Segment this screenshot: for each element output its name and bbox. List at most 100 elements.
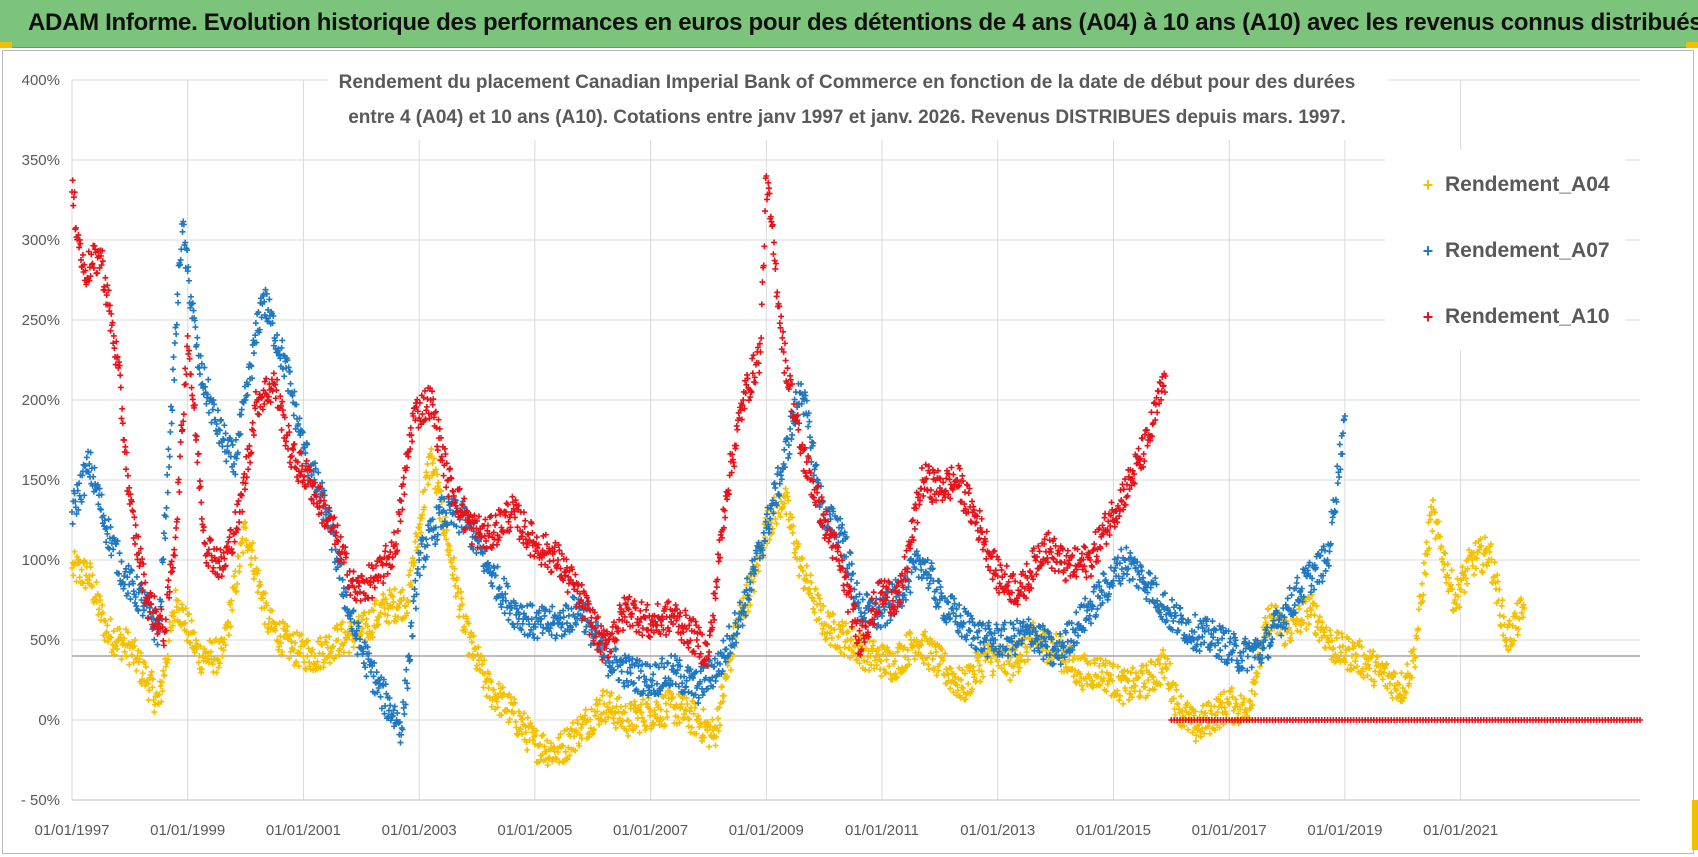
series-rendement-a04-point	[405, 572, 412, 579]
series-rendement-a07-point	[501, 610, 508, 617]
series-rendement-a07-point	[1269, 636, 1276, 643]
series-rendement-a04-point	[159, 679, 166, 686]
series-rendement-a04-point	[363, 616, 370, 623]
series-rendement-a10-point	[117, 372, 124, 379]
series-rendement-a04-point	[777, 513, 784, 520]
series-rendement-a04-point	[430, 455, 437, 462]
series-rendement-a07-point	[861, 610, 868, 617]
series-rendement-a04-point	[662, 692, 669, 699]
series-rendement-a04-point	[191, 629, 198, 636]
series-rendement-a07-point	[787, 425, 794, 432]
series-rendement-a04-point	[118, 656, 125, 663]
series-rendement-a04-point	[433, 489, 440, 496]
series-rendement-a07-point	[160, 530, 167, 537]
series-rendement-a04-point	[131, 642, 138, 649]
series-rendement-a07-point	[401, 711, 408, 718]
series-rendement-a04-point	[1404, 661, 1411, 668]
series-rendement-a04-point	[1464, 580, 1471, 587]
series-rendement-a04-point	[612, 709, 619, 716]
series-rendement-a04-point	[445, 552, 452, 559]
series-rendement-a04-point	[141, 659, 148, 666]
series-rendement-a04-point	[213, 669, 220, 676]
series-rendement-a10-point	[76, 244, 83, 251]
series-rendement-a04-point	[257, 581, 264, 588]
series-rendement-a07-point	[403, 666, 410, 673]
series-rendement-a04-point	[603, 688, 610, 695]
series-rendement-a10-point	[256, 411, 263, 418]
series-rendement-a04-point	[114, 646, 121, 653]
series-rendement-a04-point	[724, 662, 731, 669]
series-rendement-a07-point	[133, 573, 140, 580]
series-rendement-a04-point	[1374, 653, 1381, 660]
series-rendement-a07-point	[404, 685, 411, 692]
series-rendement-a04-point	[1141, 684, 1148, 691]
series-rendement-a04-point	[720, 698, 727, 705]
series-rendement-a07-point	[1118, 546, 1125, 553]
series-rendement-a04-point	[235, 553, 242, 560]
series-rendement-a04-point	[1257, 663, 1264, 670]
series-rendement-a07-point	[553, 632, 560, 639]
series-rendement-a04-point	[830, 619, 837, 626]
series-rendement-a04-point	[1311, 612, 1318, 619]
series-rendement-a07-point	[789, 431, 796, 438]
series-rendement-a07-point	[931, 595, 938, 602]
series-rendement-a10-point	[131, 514, 138, 521]
series-rendement-a04-point	[638, 709, 645, 716]
series-rendement-a04-point	[150, 676, 157, 683]
series-rendement-a04-point	[205, 659, 212, 666]
series-rendement-a04-point	[1254, 670, 1261, 677]
series-rendement-a04-point	[195, 659, 202, 666]
series-rendement-a04-point	[412, 538, 419, 545]
series-rendement-a04-point	[546, 754, 553, 761]
series-rendement-a04-point	[436, 515, 443, 522]
series-rendement-a04-point	[151, 709, 158, 716]
series-rendement-a04-point	[519, 731, 526, 738]
series-rendement-a04-point	[945, 671, 952, 678]
series-rendement-a04-point	[670, 694, 677, 701]
series-rendement-a07-point	[1248, 664, 1255, 671]
series-rendement-a04-point	[452, 582, 459, 589]
series-rendement-a07-point	[1123, 544, 1130, 551]
series-rendement-a10-point	[69, 177, 76, 184]
series-rendement-a04-point	[661, 722, 668, 729]
series-rendement-a07-point	[961, 605, 968, 612]
series-rendement-a07-point	[387, 702, 394, 709]
series-rendement-a10-point	[250, 432, 257, 439]
series-rendement-a04-point	[632, 702, 639, 709]
series-rendement-a07-point	[81, 492, 88, 499]
series-rendement-a07-point	[1123, 571, 1130, 578]
series-rendement-a04-point	[1206, 730, 1213, 737]
series-rendement-a04-point	[241, 519, 248, 526]
series-rendement-a04-point	[459, 601, 466, 608]
series-rendement-a10-point	[194, 459, 201, 466]
series-rendement-a04-point	[227, 601, 234, 608]
series-rendement-a10-point	[172, 534, 179, 541]
series-rendement-a04-point	[754, 562, 761, 569]
series-rendement-a07-point	[967, 628, 974, 635]
series-rendement-a04-point	[717, 722, 724, 729]
series-rendement-a10-point	[235, 497, 242, 504]
series-rendement-a04-point	[807, 590, 814, 597]
series-rendement-a07-point	[1145, 569, 1152, 576]
series-rendement-a04-point	[386, 587, 393, 594]
series-rendement-a04-point	[659, 716, 666, 723]
series-rendement-a04-point	[815, 592, 822, 599]
series-rendement-a04-point	[317, 634, 324, 641]
series-rendement-a04-point	[414, 544, 421, 551]
series-rendement-a07-point	[164, 489, 171, 496]
series-rendement-a04-point	[825, 609, 832, 616]
series-rendement-a07-point	[505, 616, 512, 623]
series-rendement-a07-point	[772, 484, 779, 491]
series-rendement-a04-point	[866, 637, 873, 644]
series-rendement-a10-point	[210, 564, 217, 571]
series-rendement-a04-point	[1157, 681, 1164, 688]
series-rendement-a04-point	[255, 567, 262, 574]
series-rendement-a07-point	[805, 423, 812, 430]
series-rendement-a04-point	[209, 661, 216, 668]
series-rendement-a07-point	[965, 627, 972, 634]
series-rendement-a04-point	[565, 744, 572, 751]
series-rendement-a07-point	[139, 612, 146, 619]
series-rendement-a04-point	[1506, 617, 1513, 624]
series-rendement-a04-point	[630, 727, 637, 734]
series-rendement-a04-point	[474, 662, 481, 669]
